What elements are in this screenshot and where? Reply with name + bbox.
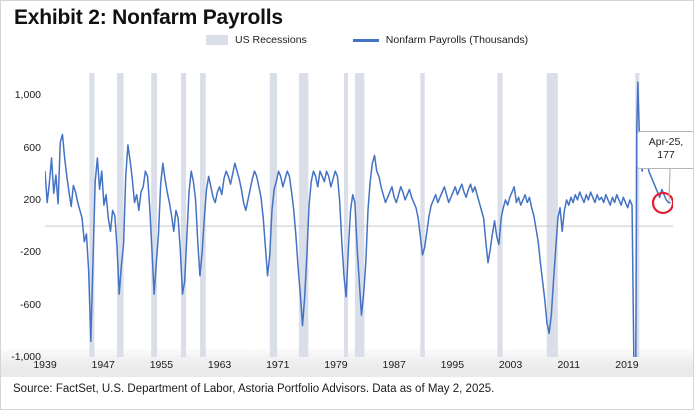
x-axis: 1939 1947 1955 1963 1971 1979 1987 1995 2003 2011… <box>33 359 673 375</box>
source-note: Source: FactSet, U.S. Department of Labo… <box>13 383 495 395</box>
x-tick-label: 1995 <box>440 359 465 371</box>
y-axis: -1,000 -600 -200 200 600 1,000 <box>1 69 41 363</box>
recession-band <box>635 73 640 357</box>
x-tick-label: 2019 <box>615 359 639 371</box>
legend-label-payrolls: Nonfarm Payrolls (Thousands) <box>385 34 529 46</box>
y-tick-label: -600 <box>19 298 41 311</box>
chart-legend: US Recessions Nonfarm Payrolls (Thousand… <box>206 34 528 46</box>
recession-band <box>151 73 158 357</box>
y-tick-label: 1,000 <box>14 89 41 102</box>
legend-label-recessions: US Recessions <box>235 34 307 46</box>
x-tick-label: 1947 <box>91 359 115 371</box>
recession-band <box>497 73 503 357</box>
x-tick-label: 2003 <box>498 359 523 371</box>
y-tick-label: -200 <box>19 246 41 259</box>
recession-band <box>420 73 425 357</box>
recession-band <box>181 73 187 357</box>
recession-band <box>269 73 278 357</box>
page-title: Exhibit 2: Nonfarm Payrolls <box>14 6 283 29</box>
annotation-callout: Apr-25, 177 <box>637 131 693 169</box>
x-tick-label: 1939 <box>33 359 57 371</box>
recession-band <box>298 73 309 357</box>
callout-line-2: 177 <box>657 149 675 162</box>
recession-band <box>546 73 558 357</box>
y-tick-label: -1,000 <box>11 351 41 363</box>
y-tick-label: 600 <box>23 141 41 154</box>
recession-swatch-icon <box>206 35 228 45</box>
x-tick-label: 1963 <box>207 359 232 371</box>
line-swatch-icon <box>352 38 379 42</box>
payrolls-line <box>45 81 671 357</box>
recession-band <box>117 73 124 357</box>
callout-line-1: Apr-25, <box>648 136 684 148</box>
legend-item-payrolls[interactable]: Nonfarm Payrolls (Thousands) <box>352 34 529 46</box>
x-tick-label: 1979 <box>324 359 348 371</box>
x-tick-label: 2011 <box>557 359 581 371</box>
y-tick-label: 200 <box>23 193 41 206</box>
chart-svg <box>45 73 673 357</box>
x-tick-label: 1955 <box>149 359 174 371</box>
annotation-marker-circle <box>651 191 673 215</box>
x-tick-label: 1987 <box>382 359 406 371</box>
legend-item-recessions[interactable]: US Recessions <box>206 34 307 46</box>
recession-band <box>199 73 206 357</box>
recession-band <box>354 73 365 357</box>
recession-band <box>89 73 95 357</box>
x-tick-label: 1971 <box>266 359 290 371</box>
chart-plot-area <box>45 69 673 357</box>
recession-band <box>343 73 348 357</box>
chart-canvas <box>45 69 673 357</box>
